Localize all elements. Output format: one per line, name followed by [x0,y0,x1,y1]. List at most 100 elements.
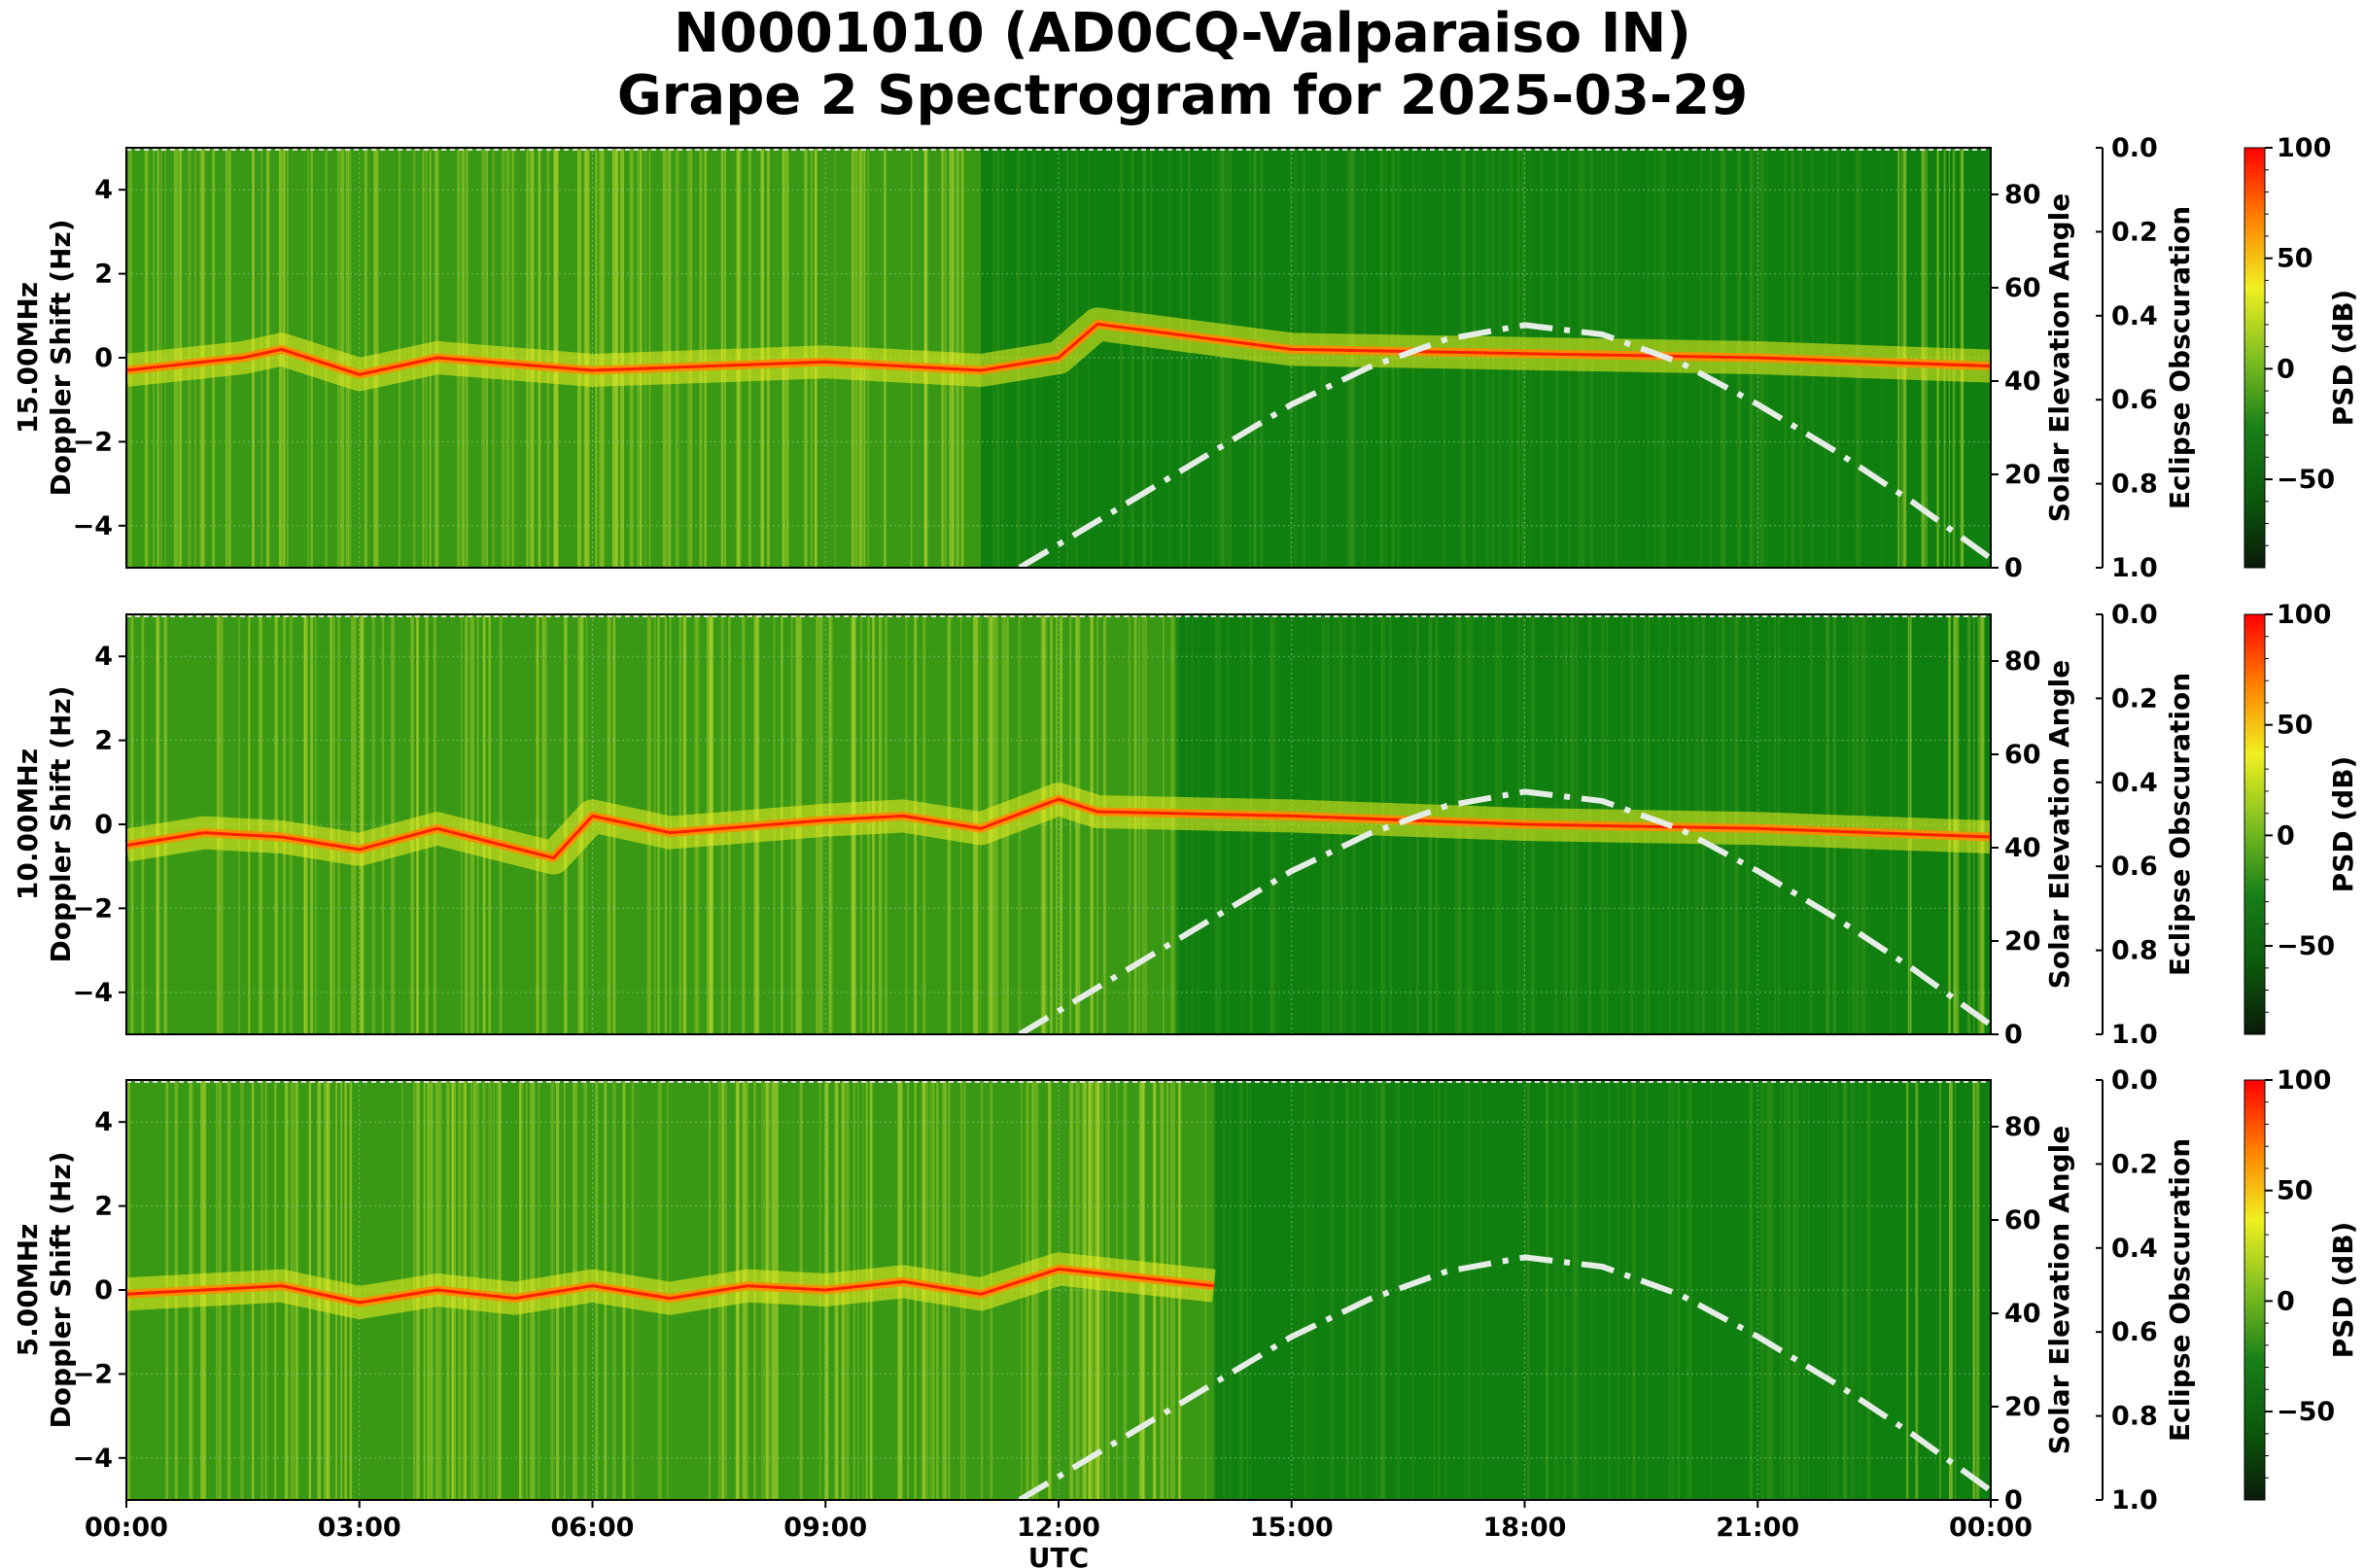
noise-streak [1048,1080,1052,1500]
y-tick-label: −4 [73,978,113,1008]
noise-streak [1213,1080,1216,1500]
eclipse-tick-label: 0.0 [2111,133,2158,163]
noise-streak [1787,1080,1789,1500]
noise-streak [1802,1080,1804,1500]
noise-streak [1562,1080,1566,1500]
elevation-tick-label: 80 [2004,646,2041,677]
noise-streak [1557,1080,1559,1500]
y-tick-label: 2 [94,1192,113,1222]
elevation-axis-label: Solar Elevation Angle [2043,1126,2075,1454]
x-tick-label: 00:00 [85,1513,168,1543]
noise-streak [1867,1080,1872,1500]
noise-streak [1795,1080,1800,1500]
eclipse-tick-label: 0.4 [2111,768,2158,798]
y-tick-label: −4 [73,1444,113,1474]
x-axis-label: UTC [1028,1542,1089,1568]
elevation-axis-label: Solar Elevation Angle [2043,660,2075,989]
y-axis-label: Doppler Shift (Hz) [45,1151,77,1428]
y-tick-label: 0 [94,1275,113,1306]
solar-elevation-curve [1018,1254,1991,1500]
frequency-label: 15.00MHz [12,282,44,434]
noise-streak [1572,1080,1577,1500]
y-axis-label: Doppler Shift (Hz) [45,219,77,496]
eclipse-tick-label: 0.0 [2111,600,2158,630]
noise-streak [1479,1080,1482,1500]
noise-streak [1526,1080,1531,1500]
elevation-tick-label: 60 [2004,1205,2041,1236]
noise-streak [129,614,133,1034]
noise-streak [1077,1080,1081,1500]
eclipse-tick-label: 0.6 [2111,852,2158,882]
panel-0: 420−2−415.00MHz Doppler Shift (Hz)8060402… [12,133,2359,583]
colorbar-label: PSD (dB) [2327,290,2359,427]
noise-streak [1626,1080,1629,1500]
elevation-tick-label: 40 [2004,833,2041,863]
eclipse-tick-label: 0.6 [2111,385,2158,415]
noise-streak [371,614,375,1034]
noise-streak [1217,148,1221,568]
y-tick-label: −2 [73,1359,113,1389]
noise-streak [1308,1080,1312,1500]
elevation-tick-label: 60 [2004,740,2041,770]
x-tick-label: 12:00 [1017,1513,1100,1543]
noise-streak [541,614,544,1034]
noise-streak [1465,1080,1467,1500]
noise-streak [1376,1080,1379,1500]
y-tick-label: 2 [94,260,113,290]
noise-streak [1381,1080,1385,1500]
panel-1: 420−2−410.00MHz Doppler Shift (Hz)8060402… [12,600,2359,1050]
noise-streak [361,614,365,1034]
eclipse-tick-label: 0.8 [2111,936,2158,966]
solar-elevation-curve [1018,788,1991,1034]
noise-streak [1089,1080,1094,1500]
y-tick-label: 4 [94,1107,113,1137]
noise-streak [1843,1080,1845,1500]
noise-streak [499,614,502,1034]
eclipse-tick-label: 0.8 [2111,1402,2158,1432]
doppler-trace-line [126,797,1991,860]
noise-streak [1042,614,1046,1034]
noise-streak [1119,148,1124,568]
noise-streak [1168,148,1170,568]
noise-streak [1075,614,1078,1034]
noise-streak [1906,1080,1909,1500]
eclipse-axis-label: Eclipse Obscuration [2164,206,2196,509]
colorbar-label: PSD (dB) [2327,1222,2359,1359]
eclipse-tick-label: 0.4 [2111,1234,2158,1264]
eclipse-tick-label: 0.2 [2111,1149,2158,1179]
noise-streak [1867,1080,1870,1500]
eclipse-tick-label: 0.4 [2111,301,2158,331]
colorbar-tick-label: −50 [2277,465,2335,495]
noise-streak [1246,1080,1249,1500]
colorbar-tick-label: 0 [2277,354,2295,384]
noise-streak [332,614,335,1034]
noise-streak [1576,1080,1579,1500]
colorbar-tick-label: −50 [2277,1397,2335,1427]
x-tick-label: 03:00 [318,1513,401,1543]
noise-streak [1212,148,1214,568]
noise-streak [1240,1080,1244,1500]
spectrogram-texture [126,1080,1991,1500]
noise-streak [1081,1080,1085,1500]
x-tick-label: 00:00 [1949,1513,2033,1543]
noise-streak [536,614,539,1034]
y-tick-label: 4 [94,175,113,205]
eclipse-tick-label: 0.6 [2111,1317,2158,1347]
noise-streak [1590,1080,1592,1500]
elevation-tick-label: 80 [2004,180,2041,210]
colorbar [2243,1079,2266,1501]
noise-streak [315,614,317,1034]
y-tick-label: −4 [73,511,113,541]
noise-streak [1645,1080,1649,1500]
colorbar-tick-label: 50 [2277,1176,2313,1206]
y-tick-label: 0 [94,343,113,373]
noise-streak [1168,148,1171,568]
noise-streak [1842,1080,1846,1500]
elevation-tick-label: 0 [2004,1485,2023,1516]
noise-streak [1546,1080,1549,1500]
noise-streak [1222,1080,1227,1500]
noise-streak [352,614,357,1034]
noise-streak [1859,1080,1861,1500]
colorbar-tick-label: 100 [2277,600,2331,630]
noise-streak [1830,1080,1833,1500]
